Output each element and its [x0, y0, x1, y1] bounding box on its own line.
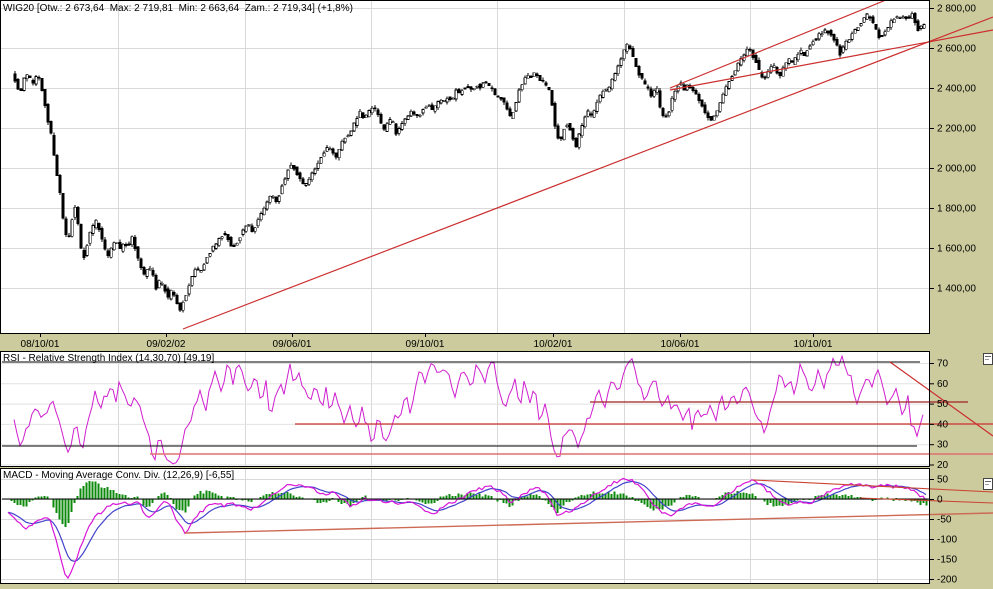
y-axis-label: -50 — [937, 515, 952, 526]
date-axis-label: 10/02/01 — [534, 339, 573, 350]
y-axis-label: 2 400,00 — [937, 84, 976, 95]
axis-labels: 2 800,00 2 600,00 2 400,00 2 200,00 2 000,00… — [21, 4, 977, 586]
main-pane-title: WIG20 [Otw.: 2 673,64 Max: 2 719,81 Min:… — [3, 3, 353, 14]
y-axis-label: 40 — [937, 419, 949, 430]
trend-lines — [2, 0, 993, 534]
date-axis-label: 09/10/01 — [406, 339, 445, 350]
macd-pane-title: MACD - Moving Average Conv. Div. (12,26,… — [3, 470, 234, 481]
date-axis-label: 09/02/02 — [147, 339, 186, 350]
y-axis-label: 2 600,00 — [937, 44, 976, 55]
date-axis-label: 10/10/01 — [794, 339, 833, 350]
date-axis-label: 09/06/01 — [273, 339, 312, 350]
y-axis-label: 50 — [937, 475, 949, 486]
y-axis-label: 2 800,00 — [937, 4, 976, 15]
y-axis-label: 2 200,00 — [937, 124, 976, 135]
rsi-pane-button-icon[interactable] — [983, 353, 993, 365]
y-axis-label: 50 — [937, 399, 949, 410]
panel-borders — [0, 0, 930, 584]
y-axis-label: -100 — [937, 535, 957, 546]
y-axis-label: -150 — [937, 555, 957, 566]
y-axis-label: -200 — [937, 575, 957, 586]
y-axis-label: 1 600,00 — [937, 244, 976, 255]
date-axis-label: 10/06/01 — [661, 339, 700, 350]
y-axis-label: 0 — [937, 495, 943, 506]
y-axis-label: 70 — [937, 359, 949, 370]
macd-pane-button-icon[interactable] — [983, 478, 993, 490]
y-axis-label: 30 — [937, 440, 949, 451]
y-axis-label: 1 400,00 — [937, 284, 976, 295]
y-axis-label: 1 800,00 — [937, 204, 976, 215]
y-axis-label: 20 — [937, 460, 949, 471]
rsi-pane-title: RSI - Relative Strength Index (14,30,70)… — [3, 353, 214, 364]
y-axis-label: 60 — [937, 379, 949, 390]
y-axis-label: 2 000,00 — [937, 164, 976, 175]
date-axis-label: 08/10/01 — [21, 339, 60, 350]
